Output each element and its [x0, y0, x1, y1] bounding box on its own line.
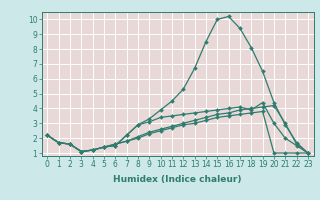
- X-axis label: Humidex (Indice chaleur): Humidex (Indice chaleur): [113, 175, 242, 184]
